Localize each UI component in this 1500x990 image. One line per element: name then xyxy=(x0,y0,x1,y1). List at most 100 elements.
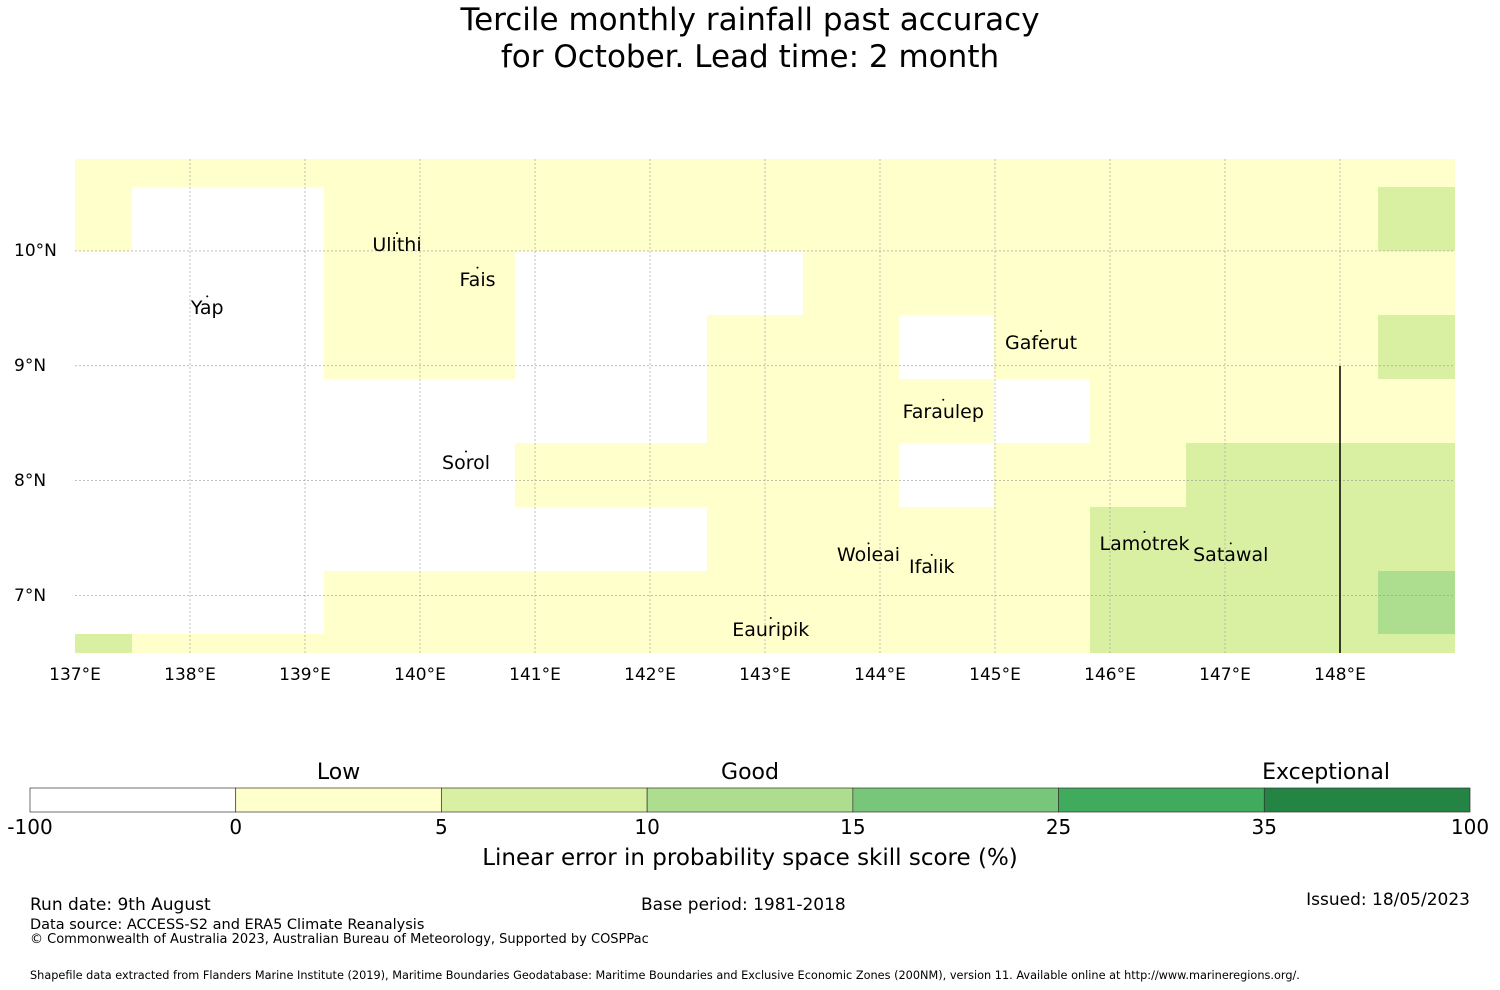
x-tick-label: 138°E xyxy=(164,665,216,685)
skill-cell xyxy=(75,634,132,653)
y-tick-label: 7°N xyxy=(14,585,47,606)
skill-cell xyxy=(611,507,707,571)
skill-cell xyxy=(803,315,899,379)
skill-cell xyxy=(1186,251,1282,315)
island-markers xyxy=(206,232,1232,620)
colorbar-category-label: Low xyxy=(316,760,361,785)
skill-cell xyxy=(1090,251,1186,315)
skill-cell xyxy=(515,159,611,187)
place-label: Lamotrek xyxy=(1099,532,1190,555)
island-dot xyxy=(930,553,933,556)
colorbar-tick-label: 25 xyxy=(1045,815,1072,839)
skill-cell xyxy=(1090,379,1186,443)
skill-cell xyxy=(611,251,707,315)
skill-cell xyxy=(1378,315,1455,379)
colorbar-tick-label: 100 xyxy=(1450,815,1490,839)
data-source: Data source: ACCESS-S2 and ERA5 Climate … xyxy=(30,917,425,933)
skill-cell xyxy=(228,507,324,571)
skill-cell xyxy=(420,379,515,443)
place-label: Sorol xyxy=(442,452,490,475)
colorbar-segment xyxy=(646,787,854,813)
skill-cell xyxy=(228,251,324,315)
colorbar xyxy=(29,787,1471,813)
skill-cell xyxy=(420,443,515,507)
skill-cell xyxy=(899,159,994,187)
skill-cell xyxy=(1090,634,1186,653)
island-dot xyxy=(867,542,870,545)
x-tick-label: 137°E xyxy=(49,665,101,685)
skill-cell xyxy=(803,187,899,251)
skill-cell xyxy=(1282,443,1378,507)
skill-cell xyxy=(803,443,899,507)
skill-cell xyxy=(132,443,228,507)
island-dot xyxy=(1143,530,1146,533)
skill-cell xyxy=(1378,187,1455,251)
skill-cell xyxy=(324,507,420,571)
skill-cell xyxy=(1378,443,1455,507)
skill-cell xyxy=(1186,571,1282,634)
skill-cell xyxy=(611,159,707,187)
skill-cell xyxy=(132,634,228,653)
skill-cell xyxy=(420,315,515,379)
skill-cell xyxy=(899,187,994,251)
skill-cell xyxy=(1186,159,1282,187)
skill-cell xyxy=(75,315,132,379)
island-dot xyxy=(465,450,467,453)
x-tick-label: 145°E xyxy=(969,665,1021,685)
skill-cell xyxy=(1186,379,1282,443)
skill-cell xyxy=(1186,443,1282,507)
place-label: Satawal xyxy=(1193,544,1269,567)
skill-cell xyxy=(1186,634,1282,653)
skill-cell xyxy=(803,507,899,571)
skill-cell xyxy=(324,634,420,653)
place-label: Eauripik xyxy=(732,619,810,642)
island-dot xyxy=(476,266,479,269)
skill-cell xyxy=(324,159,420,187)
place-label: Yap xyxy=(190,297,224,320)
skill-cell xyxy=(1378,379,1455,443)
skill-cell xyxy=(515,315,611,379)
title-line-2: for October. Lead time: 2 month xyxy=(500,39,1000,75)
island-dot xyxy=(1040,329,1042,332)
island-dot xyxy=(942,398,945,401)
skill-cell xyxy=(420,634,515,653)
colorbar-tick-label: 5 xyxy=(435,815,448,839)
island-dot xyxy=(206,295,209,298)
skill-cell xyxy=(420,187,515,251)
skill-cell xyxy=(1090,507,1186,571)
skill-cell xyxy=(707,379,803,443)
skill-cell xyxy=(75,187,132,251)
colorbar-category-label: Good xyxy=(721,760,779,785)
skill-cell xyxy=(1090,315,1186,379)
base-period: Base period: 1981-2018 xyxy=(641,895,846,915)
skill-cell xyxy=(1282,315,1378,379)
place-label: Woleai xyxy=(836,544,901,567)
title-line-1: Tercile monthly rainfall past accuracy xyxy=(460,2,1040,38)
skill-cell xyxy=(228,634,324,653)
skill-cell xyxy=(132,159,228,187)
x-tick-label: 142°E xyxy=(624,665,676,685)
skill-cell xyxy=(1282,379,1378,443)
skill-cell xyxy=(324,571,420,634)
skill-cell xyxy=(611,634,707,653)
colorbar-tick-label: 10 xyxy=(634,815,660,839)
skill-cell xyxy=(707,159,803,187)
skill-cell xyxy=(707,315,803,379)
skill-cell xyxy=(707,187,803,251)
skill-cell xyxy=(707,571,803,634)
skill-cell xyxy=(994,634,1090,653)
skill-cell xyxy=(420,159,515,187)
colorbar-segment xyxy=(235,787,442,813)
skill-grid xyxy=(75,159,1455,653)
skill-cell xyxy=(707,443,803,507)
x-tick-label: 144°E xyxy=(854,665,906,685)
skill-cell xyxy=(1186,187,1282,251)
skill-cell xyxy=(75,443,132,507)
skill-cell xyxy=(611,443,707,507)
skill-cell xyxy=(132,251,228,315)
copyright: © Commonwealth of Australia 2023, Austra… xyxy=(30,932,649,947)
skill-cell xyxy=(1282,507,1378,571)
colorbar-segment xyxy=(1263,787,1471,813)
skill-cell xyxy=(1282,187,1378,251)
skill-cell xyxy=(1186,507,1282,571)
